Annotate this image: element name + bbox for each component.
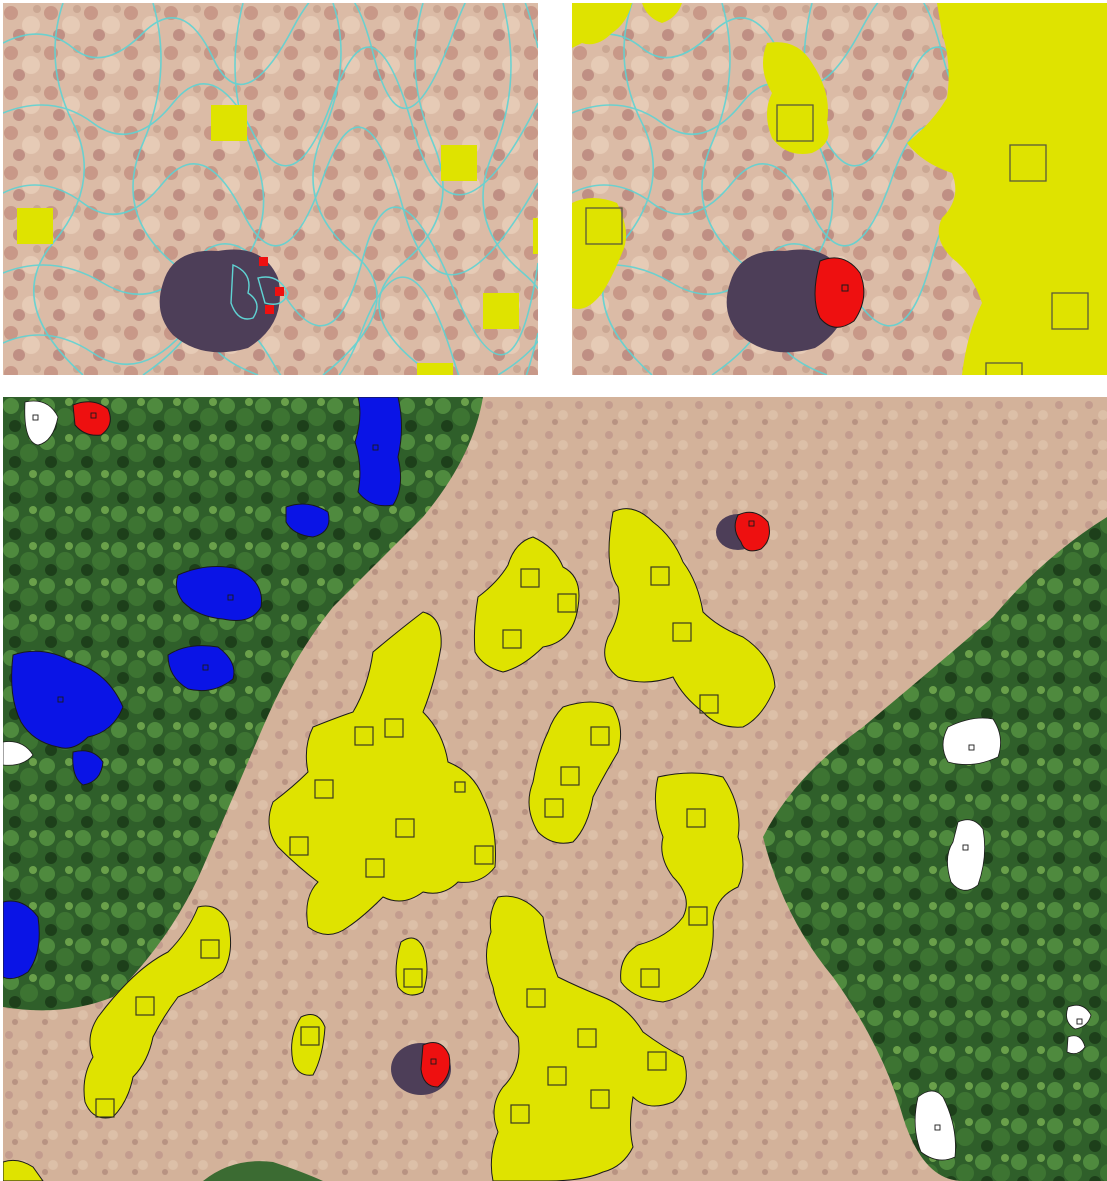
- white-classified-regions: [3, 400, 1092, 1161]
- other-sample-markers: [32, 412, 1083, 1131]
- red-classified-regions: [72, 401, 770, 1088]
- panel-top-right-image: [572, 3, 1107, 375]
- yellow-sample-squares: [17, 105, 538, 375]
- panel-top-left-image: [3, 3, 538, 375]
- red-classified-region: [814, 257, 865, 328]
- red-sample-marker: [841, 284, 849, 292]
- sample-square-outlines: [585, 104, 1089, 375]
- bush-bottom: [203, 1161, 323, 1181]
- panel-bottom: [3, 397, 1107, 1181]
- blue-classified-regions: [3, 397, 402, 980]
- panel-bottom-image: [3, 397, 1107, 1181]
- red-sample-markers: [259, 257, 284, 314]
- forest-right: [763, 517, 1107, 1181]
- panel-top-right: [572, 3, 1107, 375]
- yellow-sample-squares: [95, 566, 719, 1124]
- tree-crown-shadow: [159, 249, 280, 353]
- panel-top-left: [3, 3, 538, 375]
- yellow-classified-regions: [3, 508, 776, 1181]
- tree-segment-outlines: [230, 263, 289, 320]
- forest-left: [3, 397, 483, 1011]
